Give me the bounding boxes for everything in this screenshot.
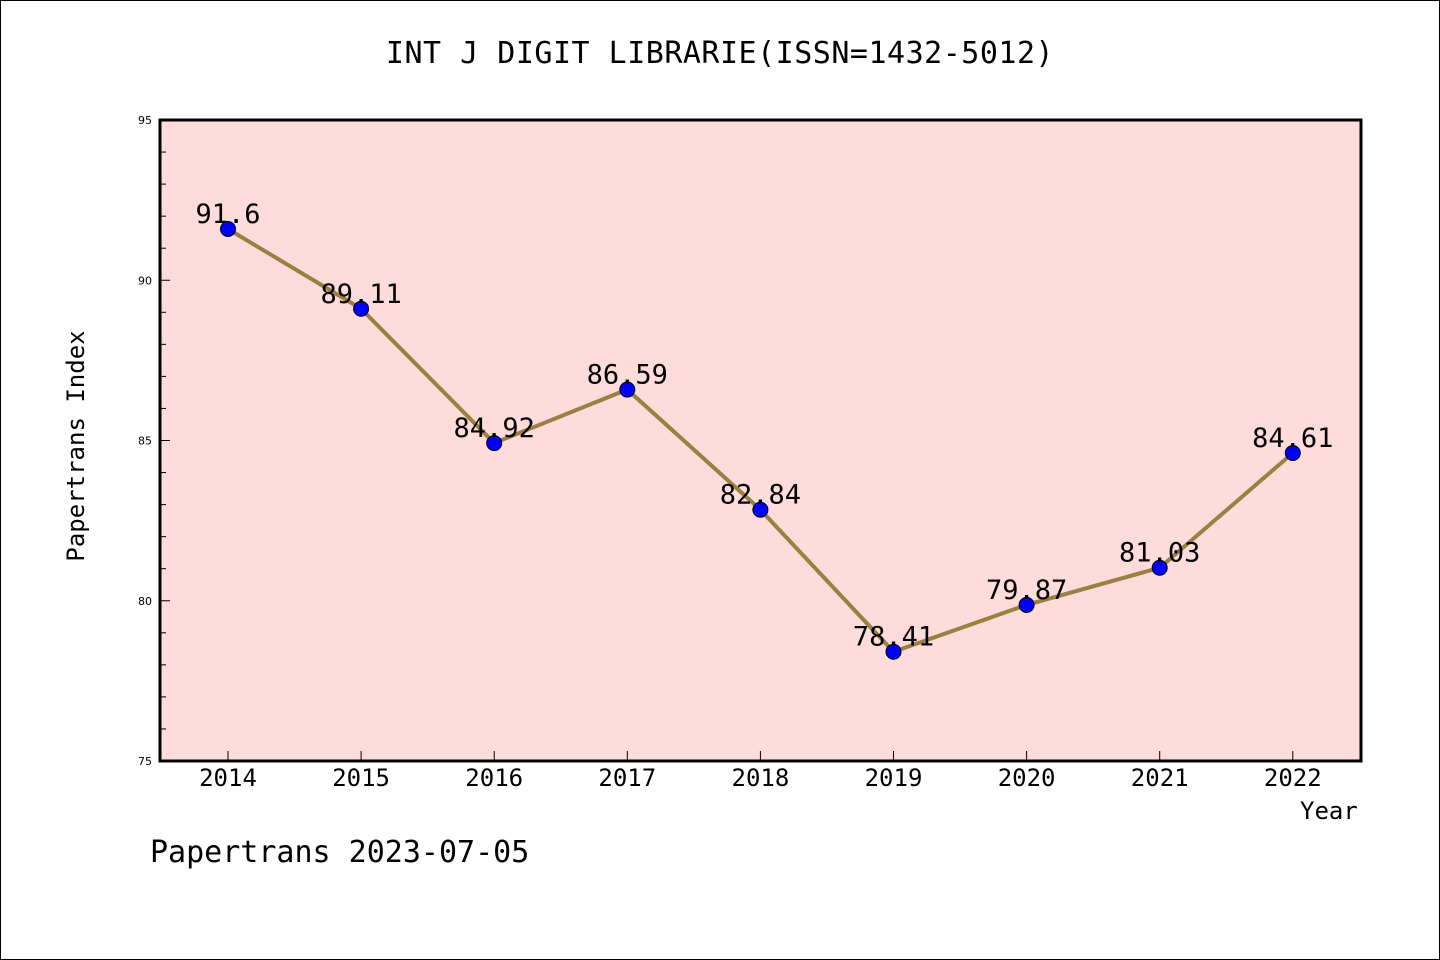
data-label: 84.61 <box>1252 423 1333 454</box>
plot-border <box>158 118 1363 763</box>
x-tick-label: 2016 <box>465 764 523 792</box>
data-label: 79.87 <box>986 575 1067 606</box>
data-label: 89.11 <box>320 279 401 310</box>
plot-area <box>160 120 1361 761</box>
data-point <box>220 220 236 237</box>
x-tick-label: 2018 <box>732 764 790 792</box>
x-tick-label: 2014 <box>199 764 257 792</box>
x-tick-label: 2017 <box>598 764 656 792</box>
y-tick-label: 85 <box>138 435 152 448</box>
x-tick-label: 2019 <box>865 764 923 792</box>
data-point <box>1151 559 1168 576</box>
data-label: 78.41 <box>853 622 934 653</box>
y-tick-label: 95 <box>138 114 152 127</box>
data-point <box>1018 596 1035 613</box>
data-point <box>752 501 769 518</box>
x-tick-label: 2020 <box>998 764 1056 792</box>
x-tick-label: 2022 <box>1264 764 1322 792</box>
data-point <box>885 643 902 660</box>
data-label: 82.84 <box>720 480 801 511</box>
y-tick-label: 90 <box>138 274 152 287</box>
y-tick-label: 80 <box>138 595 152 608</box>
data-point <box>1284 444 1301 461</box>
footer-text: Papertrans 2023-07-05 <box>150 835 530 870</box>
x-axis-label: Year <box>1300 797 1358 825</box>
data-label: 86.59 <box>587 360 668 391</box>
chart-title: INT J DIGIT LIBRARIE(ISSN=1432-5012) <box>385 36 1055 71</box>
data-label: 84.92 <box>454 413 535 444</box>
data-label: 81.03 <box>1119 538 1200 569</box>
x-tick-label: 2021 <box>1131 764 1189 792</box>
data-point <box>353 300 370 317</box>
y-tick-label: 75 <box>138 755 152 768</box>
data-label: 91.6 <box>195 199 260 230</box>
x-tick-label: 2015 <box>332 764 390 792</box>
data-point <box>619 381 636 398</box>
data-point <box>486 435 503 452</box>
